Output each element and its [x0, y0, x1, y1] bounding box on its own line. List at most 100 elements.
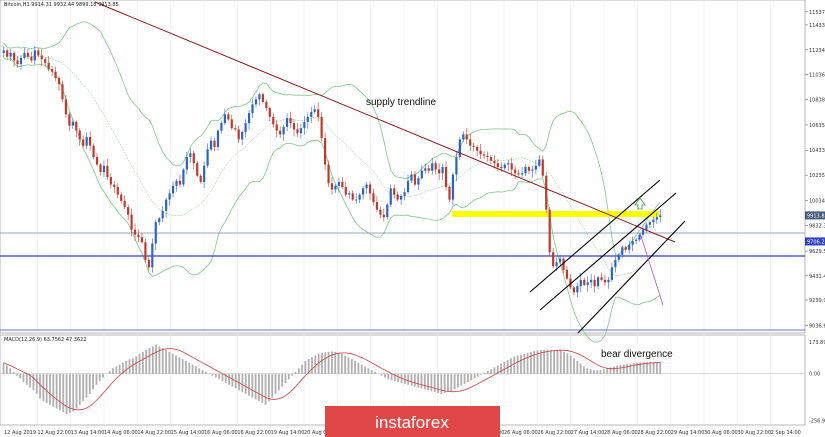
- macd-bar: [659, 362, 662, 374]
- candle-body: [230, 119, 233, 129]
- candle-body: [64, 99, 68, 115]
- candle-body: [306, 116, 309, 122]
- candle-body: [51, 69, 54, 72]
- macd-bar: [231, 373, 234, 387]
- macd-bar: [543, 349, 546, 374]
- x-tick-label: 20 Aug 06:00: [304, 430, 338, 436]
- macd-bar: [589, 369, 592, 374]
- macd-bar: [118, 364, 121, 374]
- candle-body: [275, 124, 278, 131]
- candle-body: [102, 165, 106, 173]
- candle-body: [590, 279, 593, 283]
- macd-bar: [599, 369, 602, 374]
- candle-body: [386, 204, 389, 218]
- macd-bar: [652, 362, 655, 374]
- macd-bar: [82, 373, 85, 402]
- macd-bar: [258, 373, 260, 402]
- y-tick-label: 10235.06: [809, 173, 825, 179]
- macd-bar: [394, 373, 396, 382]
- macd-bar: [108, 371, 111, 374]
- macd-bar: [65, 373, 68, 414]
- macd-bar: [248, 373, 250, 396]
- y-tick-label: 9239.04: [809, 298, 825, 304]
- macd-bar: [151, 346, 154, 374]
- candle-body: [562, 258, 565, 270]
- candle-body: [572, 287, 575, 293]
- macd-bar: [646, 362, 648, 374]
- macd-bar: [347, 357, 350, 374]
- candle-body: [61, 84, 64, 100]
- candle-body: [472, 145, 475, 147]
- candle-body: [476, 146, 479, 151]
- candle-body: [16, 60, 19, 65]
- macd-bar: [639, 362, 642, 374]
- candle-body: [334, 185, 337, 190]
- candle-body: [44, 59, 47, 63]
- y-tick-label: 10034.21: [809, 198, 825, 204]
- macd-bar: [384, 373, 386, 378]
- candle-body: [199, 175, 202, 183]
- macd-bar: [450, 373, 453, 392]
- symbol-header: Bitcoin,H1 9914.31 9932.44 9899.18 9913.…: [4, 2, 119, 8]
- candle-body: [607, 279, 610, 283]
- macd-bar: [214, 373, 217, 378]
- candle-body: [23, 52, 26, 58]
- candle-body: [576, 286, 579, 293]
- macd-bar: [254, 373, 257, 400]
- candle-body: [586, 282, 589, 285]
- candle-body: [26, 52, 30, 57]
- macd-bar: [337, 352, 340, 374]
- macd-bar: [493, 367, 496, 374]
- candle-body: [151, 243, 154, 268]
- macd-bar: [407, 373, 410, 385]
- candle-body: [555, 262, 558, 267]
- candle-body: [237, 129, 240, 140]
- candle-body: [282, 126, 285, 135]
- candle-body: [355, 199, 358, 201]
- macd-bar: [486, 371, 489, 374]
- macd-bar: [516, 355, 519, 374]
- candle-body: [192, 153, 195, 164]
- macd-tick-label: -256.9577: [809, 419, 825, 425]
- macd-bar: [526, 352, 529, 374]
- candle-body: [365, 184, 368, 189]
- y-tick-label: 9036.60: [809, 323, 825, 329]
- candle-body: [220, 123, 223, 131]
- macd-bar: [128, 359, 131, 374]
- candle-body: [614, 259, 617, 268]
- candle-body: [444, 167, 448, 188]
- candle-body: [71, 121, 74, 126]
- macd-bar: [15, 373, 18, 376]
- macd-bar: [178, 357, 181, 374]
- candle-body: [420, 170, 423, 179]
- candle-body: [424, 168, 427, 171]
- macd-bar: [437, 373, 439, 394]
- candle-body: [579, 279, 582, 287]
- candle-body: [47, 62, 50, 70]
- macd-bar: [102, 373, 104, 378]
- candle-body: [144, 242, 147, 260]
- macd-bar: [307, 359, 310, 374]
- candles: [2, 45, 662, 298]
- macd-bar: [75, 373, 78, 409]
- macd-bar: [460, 373, 463, 386]
- macd-bar: [606, 368, 609, 374]
- macd-bar: [612, 366, 615, 374]
- y-tick-label: 11036.53: [809, 73, 825, 79]
- candle-body: [610, 267, 613, 280]
- macd-bar: [642, 362, 645, 374]
- y-tick-label: 10838.06: [809, 98, 825, 104]
- candle-body: [465, 134, 468, 140]
- candle-body: [510, 163, 513, 170]
- candle-body: [296, 129, 299, 134]
- macd-bar: [622, 364, 625, 374]
- candle-body: [375, 202, 379, 210]
- candle-body: [95, 156, 99, 165]
- macd-bar: [32, 373, 35, 391]
- macd-bar: [443, 373, 446, 394]
- candle-body: [279, 130, 282, 135]
- channel-line-middle: [539, 192, 677, 311]
- candle-body: [337, 182, 341, 186]
- candle-body: [68, 114, 71, 126]
